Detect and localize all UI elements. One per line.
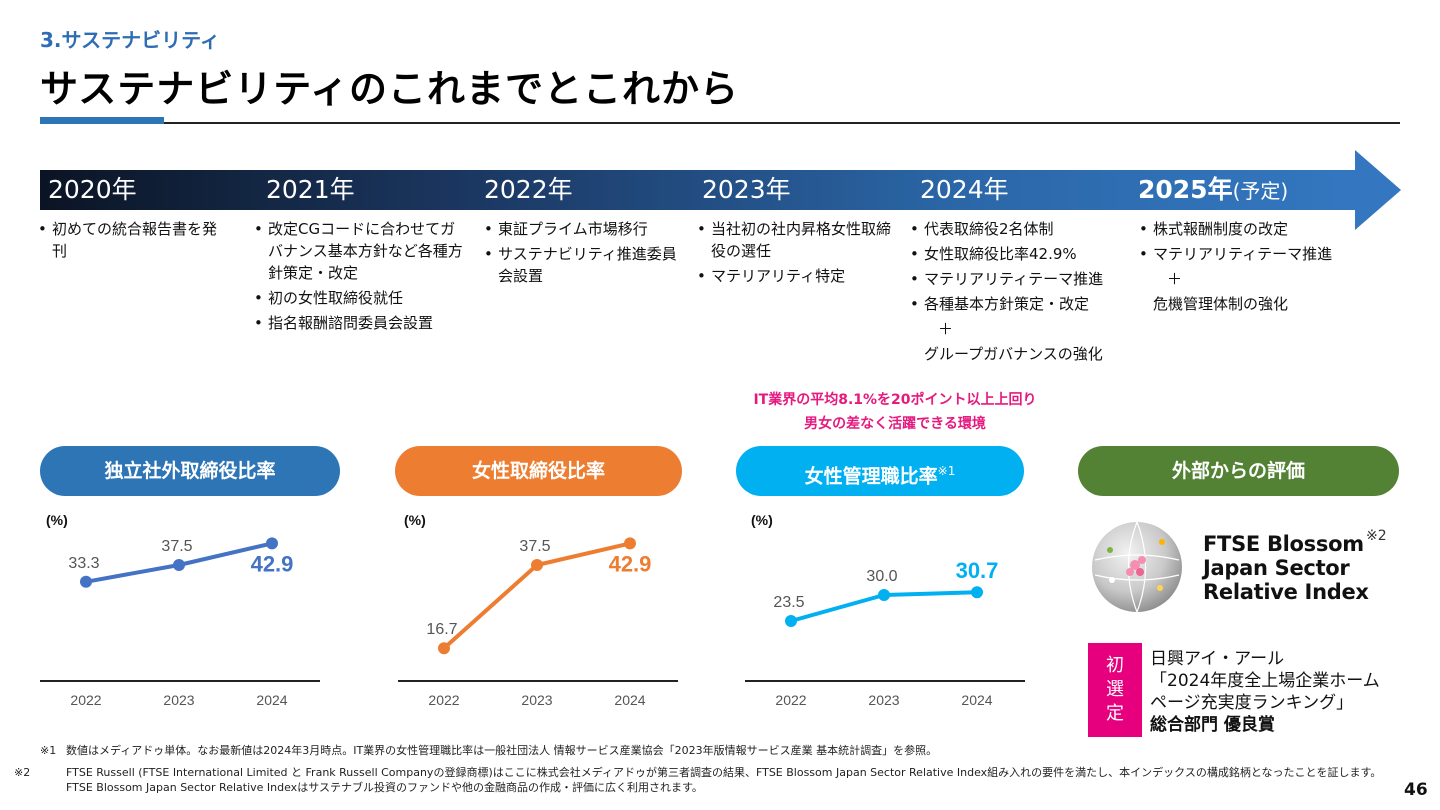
timeline-col-2024: 代表取締役2名体制 女性取締役比率42.9% マテリアリティテーマ推進 各種基本…	[910, 218, 1130, 368]
x-tick-label: 2023	[163, 692, 194, 708]
x-tick-label: 2024	[614, 692, 645, 708]
timeline-bar	[40, 170, 1356, 210]
data-label: 42.9	[609, 551, 652, 576]
x-tick-label: 2022	[428, 692, 459, 708]
year-2021: 2021年	[266, 175, 355, 204]
list-item: サステナビリティ推進委員会設置	[484, 243, 680, 287]
data-point	[80, 575, 92, 588]
chart-unit-label: (%)	[404, 512, 426, 528]
x-tick-label: 2023	[868, 692, 899, 708]
chart-female-managers: (%) 23.5 2022 30.0 2023 30.7 2024	[745, 512, 1025, 708]
badge-char: 選	[1106, 679, 1124, 700]
list-item: 指名報酬諮問委員会設置	[254, 312, 466, 334]
list-item: 当社初の社内昇格女性取締役の選任	[697, 218, 893, 262]
chart-independent-directors: (%) 33.3 2022 37.5 2023 42.9 2024	[40, 512, 320, 708]
ftse-index-name: FTSE Blossom Japan Sector Relative Index	[1203, 532, 1369, 604]
plus-sign: ＋	[1167, 270, 1183, 288]
award-title: 総合部門 優良賞	[1150, 715, 1275, 735]
chart-unit-label: (%)	[46, 512, 68, 528]
year-2023: 2023年	[702, 175, 791, 204]
ftse-line: Japan Sector	[1203, 556, 1350, 580]
x-tick-label: 2023	[521, 692, 552, 708]
list-item: 改定CGコードに合わせてガバナンス基本方針など各種方針策定・改定	[254, 218, 466, 284]
list-item: 各種基本方針策定・改定	[910, 293, 1130, 315]
timeline-col-2020: 初めての統合報告書を発刊	[38, 218, 228, 265]
list-item: マテリアリティテーマ推進	[910, 268, 1130, 290]
data-point	[785, 615, 797, 627]
list-item: 女性取締役比率42.9%	[910, 243, 1130, 265]
page-title: サステナビリティのこれまでとこれから	[40, 67, 739, 111]
data-point	[438, 642, 450, 655]
timeline-col-2025: 株式報酬制度の改定 マテリアリティテーマ推進 ＋ 危機管理体制の強化	[1139, 218, 1369, 318]
title-divider	[40, 122, 1400, 124]
list-item: 初の女性取締役就任	[254, 287, 466, 309]
footnote-2: ※2 FTSE Russell (FTSE International Limit…	[14, 766, 1382, 794]
chart-female-directors: (%) 16.7 2022 37.5 2023 42.9 2024	[398, 512, 678, 708]
timeline-col-2022: 東証プライム市場移行 サステナビリティ推進委員会設置	[484, 218, 680, 290]
ftse-blossom-globe-icon	[1092, 521, 1182, 613]
award-text: 日興アイ・アール 「2024年度全上場企業ホーム ページ充実度ランキング」 総合…	[1150, 648, 1380, 736]
callout-line-2: 男女の差なく活躍できる環境	[804, 416, 986, 432]
it-industry-callout: IT業界の平均8.1%を20ポイント以上上回り 男女の差なく活躍できる環境	[720, 388, 1070, 436]
list-item: 株式報酬制度の改定	[1139, 218, 1369, 240]
x-tick-label: 2024	[256, 692, 287, 708]
page-number: 46	[1404, 780, 1428, 800]
data-label: 30.7	[956, 558, 999, 583]
year-2020: 2020年	[48, 175, 137, 204]
year-2022: 2022年	[484, 175, 573, 204]
data-point	[971, 586, 983, 599]
ftse-footnote-mark: ※2	[1366, 528, 1387, 544]
list-item: グループガバナンスの強化	[924, 345, 1103, 363]
section-label: 3.サステナビリティ	[40, 28, 220, 52]
chart-unit-label: (%)	[751, 512, 773, 528]
year-2024: 2024年	[920, 175, 1009, 204]
award-line: 「2024年度全上場企業ホーム	[1150, 671, 1380, 691]
list-item: 危機管理体制の強化	[1153, 295, 1289, 313]
data-label: 30.0	[866, 568, 897, 585]
badge-char: 定	[1106, 703, 1124, 724]
timeline-arrow-icon	[1355, 150, 1401, 230]
list-item: 代表取締役2名体制	[910, 218, 1130, 240]
plus-sign: ＋	[938, 320, 954, 338]
timeline-col-2021: 改定CGコードに合わせてガバナンス基本方針など各種方針策定・改定 初の女性取締役…	[254, 218, 466, 337]
ftse-line: Relative Index	[1203, 580, 1369, 604]
data-point	[531, 559, 543, 571]
list-item: 初めての統合報告書を発刊	[38, 218, 228, 262]
list-item: マテリアリティ特定	[697, 265, 893, 287]
callout-line-1: IT業界の平均8.1%を20ポイント以上上回り	[753, 392, 1037, 408]
data-point	[624, 537, 636, 550]
award-line: 日興アイ・アール	[1150, 649, 1285, 669]
metric-pill-external-evaluation: 外部からの評価	[1078, 446, 1399, 496]
data-point	[878, 589, 890, 601]
data-label: 33.3	[68, 555, 99, 572]
x-tick-label: 2022	[775, 692, 806, 708]
award-line: ページ充実度ランキング」	[1150, 693, 1354, 713]
data-point	[173, 559, 185, 571]
data-label: 37.5	[519, 538, 550, 555]
metric-pill-independent-directors: 独立社外取締役比率	[40, 446, 340, 496]
data-label: 42.9	[251, 551, 294, 576]
metric-pill-female-directors: 女性取締役比率	[395, 446, 682, 496]
footnote-1: ※1 数値はメディアドゥ単体。なお最新値は2024年3月時点。IT業界の女性管理職…	[40, 744, 938, 757]
year-2025: 2025年(予定)	[1138, 175, 1289, 204]
list-item: マテリアリティテーマ推進	[1139, 243, 1369, 265]
list-item: 東証プライム市場移行	[484, 218, 680, 240]
data-label: 37.5	[161, 538, 192, 555]
timeline-col-2023: 当社初の社内昇格女性取締役の選任 マテリアリティ特定	[697, 218, 893, 290]
title-accent-bar	[40, 117, 164, 124]
data-point	[266, 537, 278, 550]
ftse-line: FTSE Blossom	[1203, 532, 1364, 556]
data-label: 16.7	[426, 621, 457, 638]
x-tick-label: 2022	[70, 692, 101, 708]
x-tick-label: 2024	[961, 692, 992, 708]
data-label: 23.5	[773, 594, 804, 611]
metric-pill-female-managers: 女性管理職比率※1	[736, 446, 1024, 496]
first-selection-badge: 初 選 定	[1088, 643, 1142, 737]
badge-char: 初	[1106, 655, 1124, 676]
